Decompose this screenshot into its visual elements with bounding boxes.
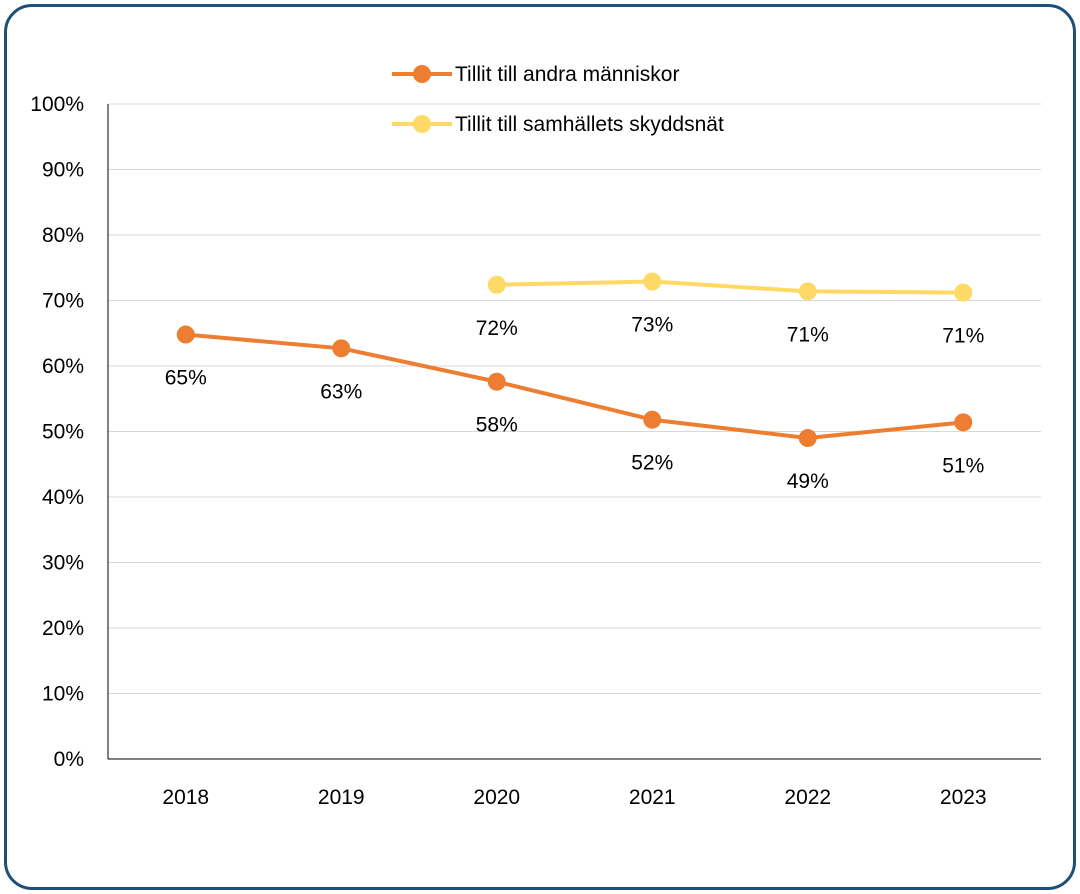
- y-tick-label: 30%: [42, 552, 84, 575]
- data-label: 52%: [631, 452, 673, 475]
- legend-marker: [413, 65, 431, 83]
- x-tick-label: 2021: [629, 786, 676, 809]
- data-point: [487, 372, 506, 391]
- series-line: [185, 332, 964, 441]
- x-tick-label: 2023: [940, 786, 987, 809]
- data-point: [332, 339, 351, 358]
- series-line: [496, 279, 964, 295]
- chart-frame: [4, 4, 1076, 890]
- y-tick-label: 20%: [42, 617, 84, 640]
- y-tick-label: 0%: [54, 748, 84, 771]
- y-tick-label: 100%: [30, 93, 84, 116]
- y-tick-label: 60%: [42, 355, 84, 378]
- data-point: [798, 429, 817, 448]
- y-tick-label: 10%: [42, 683, 84, 706]
- data-label: 65%: [165, 367, 207, 390]
- legend-label: Tillit till samhällets skyddsnät: [455, 113, 724, 136]
- data-point: [643, 410, 662, 429]
- data-label: 73%: [631, 314, 673, 337]
- data-label: 71%: [942, 325, 984, 348]
- x-tick-label: 2020: [473, 786, 520, 809]
- y-tick-label: 50%: [42, 421, 84, 444]
- x-tick-label: 2022: [784, 786, 831, 809]
- y-tick-label: 40%: [42, 486, 84, 509]
- data-label: 51%: [942, 454, 984, 477]
- data-point: [954, 283, 973, 302]
- data-point: [954, 413, 973, 432]
- data-label: 72%: [476, 317, 518, 340]
- data-label: 71%: [787, 323, 829, 346]
- data-label: 49%: [787, 470, 829, 493]
- data-label: 58%: [476, 414, 518, 437]
- x-tick-label: 2019: [318, 786, 365, 809]
- data-label: 63%: [320, 380, 362, 403]
- data-point: [798, 282, 817, 301]
- legend-label: Tillit till andra människor: [455, 63, 679, 86]
- y-tick-label: 70%: [42, 290, 84, 313]
- data-point: [487, 275, 506, 294]
- data-point: [176, 325, 195, 344]
- y-tick-label: 90%: [42, 159, 84, 182]
- data-point: [643, 272, 662, 291]
- x-tick-label: 2018: [162, 786, 209, 809]
- legend-marker: [413, 115, 431, 133]
- y-tick-label: 80%: [42, 224, 84, 247]
